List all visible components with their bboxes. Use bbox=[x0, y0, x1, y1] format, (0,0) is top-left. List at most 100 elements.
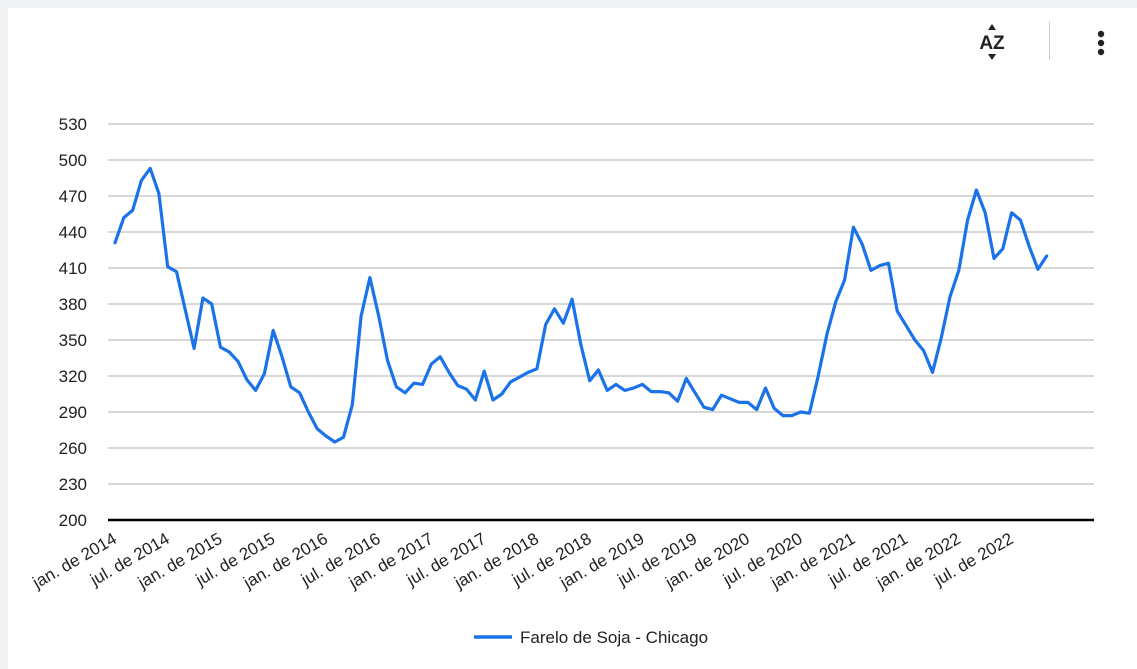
legend[interactable]: Farelo de Soja - Chicago bbox=[474, 628, 708, 647]
data-point[interactable] bbox=[251, 385, 261, 395]
data-point[interactable] bbox=[479, 366, 489, 376]
data-point[interactable] bbox=[681, 373, 691, 383]
data-point[interactable] bbox=[717, 390, 727, 400]
data-point[interactable] bbox=[523, 367, 533, 377]
data-point[interactable] bbox=[989, 253, 999, 263]
data-point[interactable] bbox=[541, 319, 551, 329]
data-point[interactable] bbox=[550, 304, 560, 314]
data-point[interactable] bbox=[163, 262, 173, 272]
data-point[interactable] bbox=[189, 343, 199, 353]
data-point[interactable] bbox=[216, 342, 226, 352]
data-point[interactable] bbox=[787, 411, 797, 421]
data-point[interactable] bbox=[945, 292, 955, 302]
data-point[interactable] bbox=[277, 352, 287, 362]
data-point[interactable] bbox=[655, 387, 665, 397]
data-point[interactable] bbox=[910, 335, 920, 345]
data-point[interactable] bbox=[1033, 264, 1043, 274]
more-options-button[interactable] bbox=[1086, 22, 1116, 62]
data-point[interactable] bbox=[207, 299, 217, 309]
data-point[interactable] bbox=[980, 208, 990, 218]
data-point[interactable] bbox=[673, 396, 683, 406]
data-point[interactable] bbox=[435, 352, 445, 362]
data-point[interactable] bbox=[725, 394, 735, 404]
data-point[interactable] bbox=[180, 305, 190, 315]
data-point[interactable] bbox=[752, 405, 762, 415]
data-point[interactable] bbox=[822, 329, 832, 339]
data-point[interactable] bbox=[321, 431, 331, 441]
data-point[interactable] bbox=[1024, 241, 1034, 251]
data-point[interactable] bbox=[875, 261, 885, 271]
data-point[interactable] bbox=[453, 381, 463, 391]
data-point[interactable] bbox=[919, 346, 929, 356]
data-point[interactable] bbox=[259, 369, 269, 379]
data-point[interactable] bbox=[769, 403, 779, 413]
data-point[interactable] bbox=[514, 372, 524, 382]
data-point[interactable] bbox=[488, 395, 498, 405]
data-point[interactable] bbox=[848, 222, 858, 232]
data-point[interactable] bbox=[778, 411, 788, 421]
data-point[interactable] bbox=[637, 379, 647, 389]
data-point[interactable] bbox=[567, 294, 577, 304]
data-point[interactable] bbox=[620, 385, 630, 395]
data-point[interactable] bbox=[462, 384, 472, 394]
data-point[interactable] bbox=[470, 395, 480, 405]
data-point[interactable] bbox=[365, 273, 375, 283]
data-point[interactable] bbox=[198, 293, 208, 303]
data-point[interactable] bbox=[602, 385, 612, 395]
data-point[interactable] bbox=[339, 432, 349, 442]
data-point[interactable] bbox=[356, 311, 366, 321]
data-point[interactable] bbox=[426, 359, 436, 369]
data-point[interactable] bbox=[646, 387, 656, 397]
data-point[interactable] bbox=[1015, 215, 1025, 225]
data-point[interactable] bbox=[664, 388, 674, 398]
data-point[interactable] bbox=[857, 239, 867, 249]
data-point[interactable] bbox=[286, 382, 296, 392]
data-point[interactable] bbox=[1007, 208, 1017, 218]
data-point[interactable] bbox=[611, 379, 621, 389]
data-point[interactable] bbox=[145, 163, 155, 173]
data-point[interactable] bbox=[892, 306, 902, 316]
data-point[interactable] bbox=[936, 333, 946, 343]
data-point[interactable] bbox=[418, 379, 428, 389]
data-point[interactable] bbox=[444, 367, 454, 377]
data-point[interactable] bbox=[831, 297, 841, 307]
data-point[interactable] bbox=[761, 383, 771, 393]
data-point[interactable] bbox=[347, 400, 357, 410]
data-point[interactable] bbox=[593, 365, 603, 375]
data-point[interactable] bbox=[813, 371, 823, 381]
data-point[interactable] bbox=[391, 382, 401, 392]
data-point[interactable] bbox=[136, 175, 146, 185]
data-point[interactable] bbox=[172, 267, 182, 277]
data-point[interactable] bbox=[233, 357, 243, 367]
data-point[interactable] bbox=[866, 265, 876, 275]
data-point[interactable] bbox=[734, 397, 744, 407]
data-point[interactable] bbox=[506, 377, 516, 387]
data-point[interactable] bbox=[303, 407, 313, 417]
data-point[interactable] bbox=[629, 383, 639, 393]
data-point[interactable] bbox=[558, 318, 568, 328]
data-point[interactable] bbox=[409, 378, 419, 388]
data-point[interactable] bbox=[796, 407, 806, 417]
data-point[interactable] bbox=[330, 437, 340, 447]
data-point[interactable] bbox=[963, 215, 973, 225]
data-point[interactable] bbox=[497, 389, 507, 399]
data-point[interactable] bbox=[119, 213, 129, 223]
data-point[interactable] bbox=[242, 375, 252, 385]
data-point[interactable] bbox=[928, 367, 938, 377]
data-point[interactable] bbox=[383, 355, 393, 365]
data-point[interactable] bbox=[400, 388, 410, 398]
data-point[interactable] bbox=[901, 321, 911, 331]
data-point[interactable] bbox=[532, 364, 542, 374]
data-point[interactable] bbox=[312, 424, 322, 434]
data-point[interactable] bbox=[954, 265, 964, 275]
data-point[interactable] bbox=[585, 376, 595, 386]
data-point[interactable] bbox=[884, 258, 894, 268]
data-point[interactable] bbox=[128, 205, 138, 215]
data-point[interactable] bbox=[268, 325, 278, 335]
data-point[interactable] bbox=[295, 388, 305, 398]
data-point[interactable] bbox=[699, 402, 709, 412]
data-point[interactable] bbox=[110, 238, 120, 248]
data-point[interactable] bbox=[1042, 251, 1052, 261]
data-point[interactable] bbox=[154, 189, 164, 199]
data-point[interactable] bbox=[971, 185, 981, 195]
